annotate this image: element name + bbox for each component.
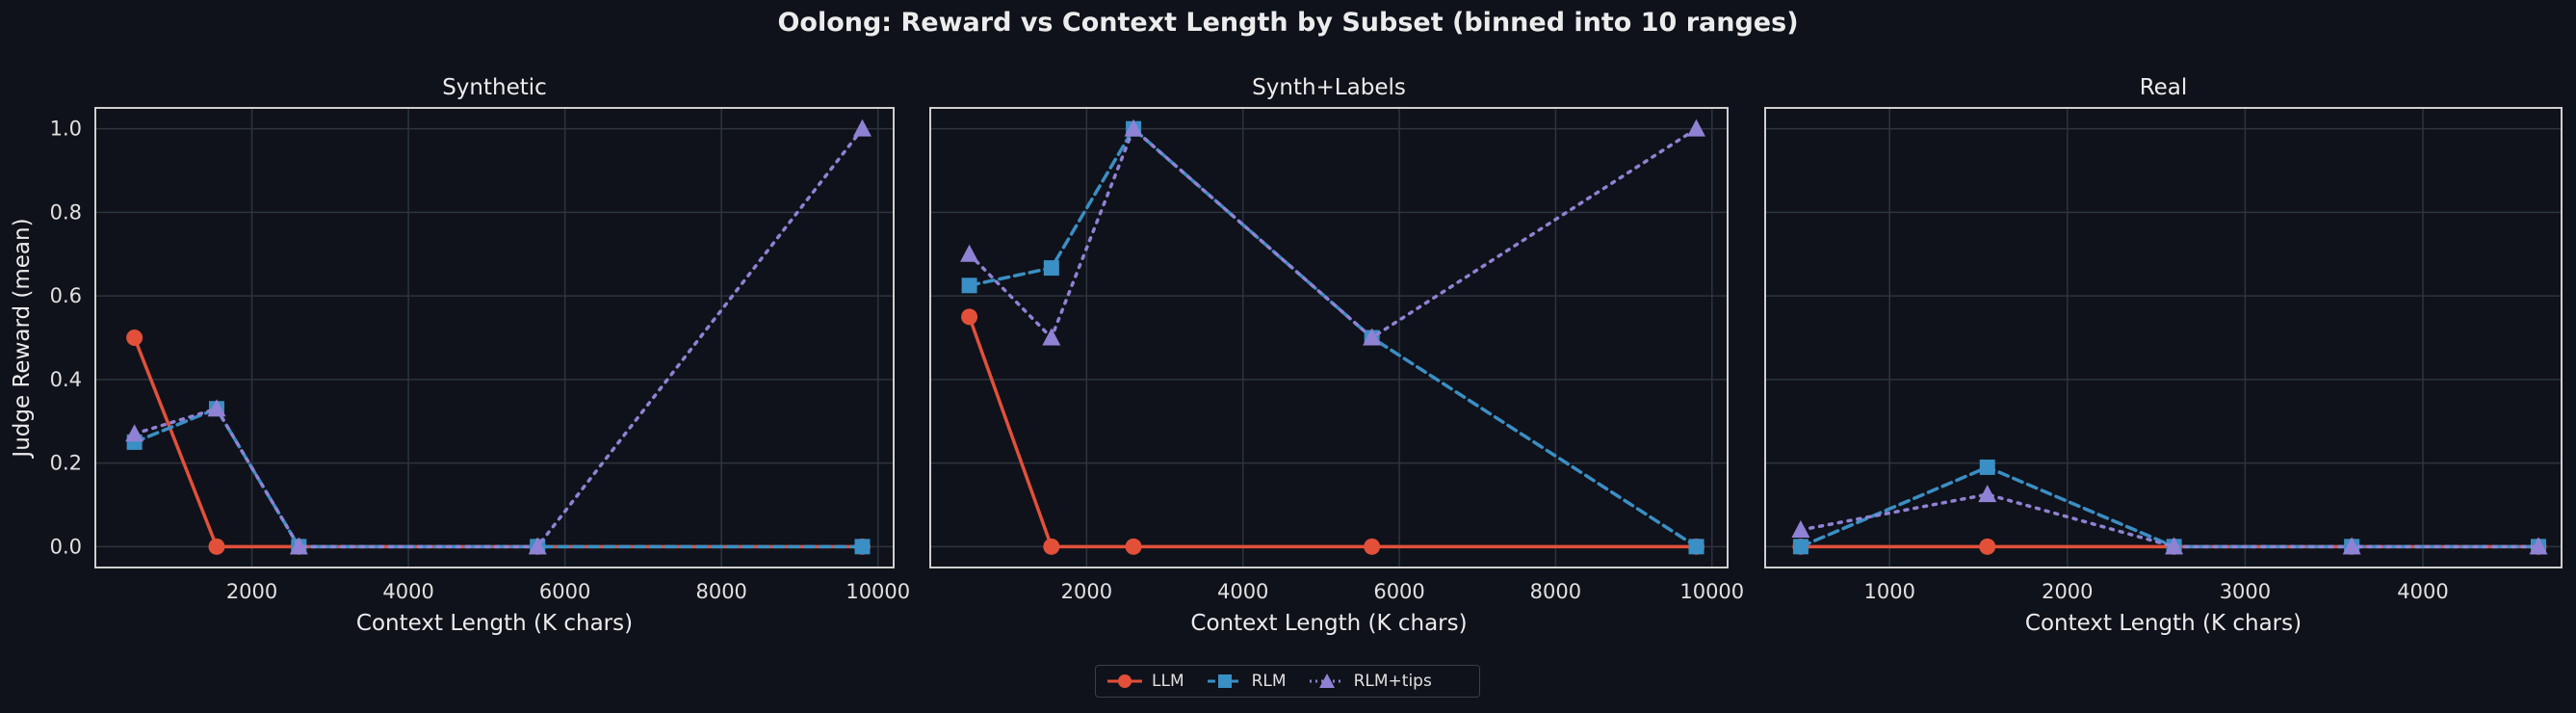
x-tick-label: 1000 bbox=[1863, 580, 1914, 603]
legend-item-rlm: RLM bbox=[1206, 672, 1287, 691]
series-line-rlm-tips bbox=[967, 125, 1699, 341]
x-tick-label: 2000 bbox=[226, 580, 277, 603]
point-rlm-tips bbox=[852, 119, 872, 137]
legend-item-llm: LLM bbox=[1106, 672, 1184, 691]
x-tick-label: 8000 bbox=[1530, 580, 1581, 603]
x-tick-label: 2000 bbox=[1061, 580, 1112, 603]
x-tick-label: 4000 bbox=[382, 580, 433, 603]
y-tick-label: 0.4 bbox=[50, 368, 82, 391]
point-rlm-tips bbox=[125, 424, 144, 442]
subplot-title: Synth+Labels bbox=[1252, 75, 1406, 100]
point-llm bbox=[208, 538, 225, 555]
point-rlm-tips bbox=[960, 244, 979, 262]
subplot-3: 1000 2000 3000 4000 Real Context Length (K ch… bbox=[1764, 75, 2563, 636]
point-rlm-tips bbox=[289, 537, 308, 555]
axes-frame bbox=[94, 107, 895, 568]
point-rlm-tips bbox=[2165, 537, 2184, 555]
point-llm bbox=[1125, 538, 1142, 555]
x-tick-label: 6000 bbox=[539, 580, 590, 603]
point-rlm-tips bbox=[207, 399, 226, 417]
point-rlm bbox=[961, 277, 977, 294]
point-rlm bbox=[1979, 459, 1995, 475]
point-rlm-tips bbox=[2529, 537, 2548, 555]
point-rlm bbox=[1688, 539, 1704, 555]
x-tick-label: 3000 bbox=[2220, 580, 2271, 603]
subplot-2: 2000 4000 6000 8000 10000 Synth+Labels Context… bbox=[929, 75, 1744, 636]
legend-label-rlm-tips: RLM+tips bbox=[1353, 672, 1432, 691]
y-tick-label: 1.0 bbox=[50, 118, 82, 141]
point-rlm-tips bbox=[2342, 537, 2361, 555]
legend-item-rlm-tips: RLM+tips bbox=[1308, 672, 1432, 691]
figure-title: Oolong: Reward vs Context Length by Subs… bbox=[777, 8, 1799, 38]
x-axis-label: Context Length (K chars) bbox=[356, 611, 633, 636]
x-tick-label: 4000 bbox=[1217, 580, 1268, 603]
legend-label-rlm: RLM bbox=[1251, 672, 1287, 691]
x-axis-label: Context Length (K chars) bbox=[2025, 611, 2302, 636]
point-rlm-tips bbox=[1791, 519, 1810, 538]
y-tick-label: 0.6 bbox=[50, 284, 82, 307]
point-rlm bbox=[1792, 539, 1808, 555]
y-axis-label: Judge Reward (mean) bbox=[10, 218, 35, 459]
legend-rlm-dashed-square-icon bbox=[1207, 674, 1242, 688]
point-llm bbox=[1979, 538, 1996, 555]
subplot-title: Synthetic bbox=[442, 75, 547, 100]
axes-frame bbox=[929, 107, 1729, 568]
series-line-llm bbox=[967, 315, 1699, 549]
point-llm bbox=[1364, 538, 1381, 555]
series-line-rlm bbox=[1799, 465, 2540, 549]
axes-frame bbox=[1764, 107, 2563, 568]
y-tick-label: 0.0 bbox=[50, 535, 82, 558]
point-rlm-tips bbox=[1042, 328, 1061, 346]
point-rlm bbox=[854, 539, 871, 555]
x-tick-label: 6000 bbox=[1373, 580, 1424, 603]
y-tick-label: 0.2 bbox=[50, 452, 82, 475]
x-tick-label: 2000 bbox=[2042, 580, 2093, 603]
series-line-rlm-tips bbox=[132, 126, 865, 549]
series-line-llm bbox=[132, 335, 865, 549]
point-llm bbox=[126, 330, 143, 346]
x-tick-label: 4000 bbox=[2397, 580, 2448, 603]
x-tick-label: 10000 bbox=[1679, 580, 1744, 603]
series-line-rlm bbox=[967, 125, 1699, 549]
subplot-title: Real bbox=[2140, 75, 2188, 100]
series-line-rlm-tips bbox=[1799, 492, 2540, 549]
point-rlm-tips bbox=[1363, 328, 1382, 346]
legend-llm-line-circle-icon bbox=[1107, 674, 1142, 688]
point-rlm-tips bbox=[528, 537, 547, 555]
point-rlm bbox=[1043, 260, 1059, 277]
subplot-1: 2000 4000 6000 8000 10000 0.0 0.2 0.4 0.6 0.8 1.0 S… bbox=[10, 75, 910, 636]
x-axis-label: Context Length (K chars) bbox=[1190, 611, 1467, 636]
x-tick-label: 10000 bbox=[846, 580, 910, 603]
legend-rlm-tips-dotted-triangle-icon bbox=[1309, 673, 1344, 688]
point-rlm-tips bbox=[1687, 119, 1706, 137]
point-rlm-tips bbox=[1124, 119, 1143, 137]
point-llm bbox=[961, 308, 978, 326]
chart-legend: LLM RLM RLM+tips bbox=[1095, 665, 1480, 698]
legend-label-llm: LLM bbox=[1152, 672, 1184, 691]
x-tick-label: 8000 bbox=[695, 580, 746, 603]
series-line-rlm bbox=[132, 407, 865, 549]
point-rlm-tips bbox=[1978, 485, 1997, 503]
y-tick-label: 0.8 bbox=[50, 200, 82, 224]
point-llm bbox=[1043, 538, 1060, 555]
